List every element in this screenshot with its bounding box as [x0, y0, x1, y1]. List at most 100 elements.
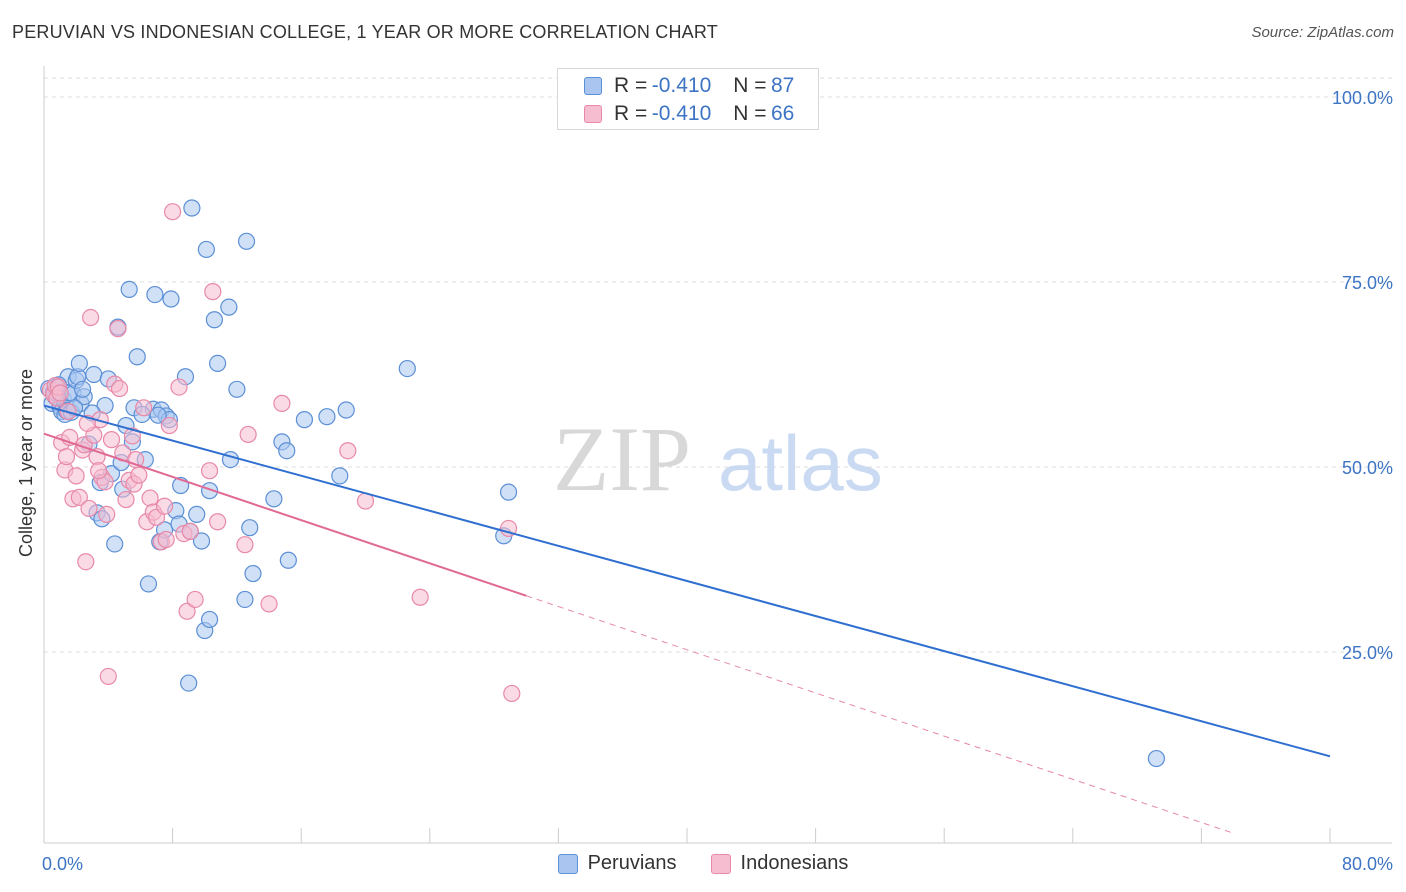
indonesian-point [90, 462, 108, 480]
peruvian-point [162, 290, 180, 308]
indonesian-point [186, 590, 204, 609]
peruvian-point [70, 354, 88, 372]
indonesian-point [160, 416, 178, 435]
legend-r-value: -0.410 [651, 74, 712, 97]
indonesian-point [209, 513, 227, 531]
indonesian-point [260, 595, 278, 613]
watermark-atlas: atlas [718, 419, 883, 507]
peruvian-trend-line [43, 404, 1331, 758]
indonesian-point [117, 490, 135, 509]
legend-n-label: N = [733, 102, 767, 125]
indonesian-point [503, 684, 521, 703]
watermark: ZIP atlas [553, 408, 883, 510]
legend-swatch-pink [584, 105, 602, 123]
peruvian-point [146, 285, 164, 304]
axis-layer: 25.0% 50.0% 75.0% 100.0% 0.0% 80.0% [42, 66, 1393, 874]
peruvian-point [197, 240, 215, 259]
indonesian-point [109, 320, 127, 338]
peruvian-point [295, 411, 314, 429]
peruvian-point [209, 354, 227, 372]
peruvian-point [228, 380, 246, 398]
peruvian-point [205, 311, 223, 329]
indonesian-point [141, 489, 159, 507]
legend-row-indonesians: R = -0.410 N = 66 [558, 100, 794, 128]
correlation-legend: R = -0.410 N = 87 R = -0.410 N = 66 [557, 68, 819, 130]
legend-item-indonesians[interactable]: Indonesians [710, 852, 849, 875]
indonesian-point [181, 522, 199, 540]
indonesian-point [99, 667, 117, 686]
indonesian-point [273, 394, 291, 412]
peruvian-point [149, 406, 167, 424]
peruvian-point [499, 483, 518, 501]
indonesian-point [102, 431, 121, 449]
indonesian-point [178, 602, 196, 620]
indonesian-point [157, 530, 175, 549]
indonesian-point [110, 379, 129, 398]
watermark-zip: ZIP [553, 408, 691, 510]
peruvian-point [278, 442, 296, 460]
indonesian-trend-line [43, 432, 527, 597]
peruvian-point [237, 232, 256, 250]
legend-label-peruvians: Peruvians [587, 852, 677, 874]
peruvian-point [337, 401, 355, 419]
peruvian-point [220, 298, 238, 316]
x-tick-label: 80.0% [1342, 854, 1393, 874]
peruvian-point [398, 359, 416, 378]
indonesian-point [239, 425, 257, 444]
indonesian-point [170, 378, 188, 396]
indonesian-point [135, 399, 153, 417]
indonesian-point [339, 442, 357, 460]
legend-r-value: -0.410 [651, 102, 712, 125]
peruvian-point [180, 674, 198, 692]
indonesian-point [80, 499, 98, 518]
legend-label-indonesians: Indonesians [740, 852, 849, 874]
grid-layer [44, 77, 1392, 653]
legend-row-peruvians: R = -0.410 N = 87 [558, 72, 794, 100]
indonesian-point [236, 536, 254, 554]
indonesian-point [51, 384, 69, 402]
peruvian-point [279, 551, 297, 569]
indonesian-point [70, 488, 88, 506]
x-tick-label: 0.0% [42, 854, 83, 874]
legend-r-label: R = [614, 102, 648, 125]
indonesian-point [123, 427, 142, 445]
y-tick-label: 75.0% [1342, 273, 1393, 293]
peruvian-point [1147, 749, 1165, 768]
legend-swatch-blue [584, 77, 602, 95]
indonesian-point [155, 497, 174, 515]
peruvian-point [183, 199, 201, 217]
peruvian-point [188, 505, 206, 523]
peruvian-point [85, 365, 103, 384]
peruvian-point [192, 532, 211, 550]
indonesian-point [411, 588, 429, 606]
indonesian-trend-extension [526, 595, 1234, 834]
indonesian-point [164, 203, 182, 221]
peruvian-point [265, 490, 283, 508]
indonesian-point [82, 308, 100, 327]
peruvian-point [120, 280, 138, 298]
legend-item-peruvians[interactable]: Peruvians [557, 852, 677, 875]
peruvian-point [318, 408, 336, 426]
peruvian-point [128, 348, 146, 366]
legend-n-value: 87 [770, 74, 795, 97]
y-tick-label: 100.0% [1332, 88, 1393, 108]
legend-n-label: N = [733, 74, 767, 97]
indonesian-point [67, 467, 85, 485]
peruvian-point [241, 519, 259, 537]
legend-swatch-pink [710, 853, 731, 874]
peruvian-point [139, 575, 158, 593]
y-tick-label: 50.0% [1342, 458, 1393, 478]
indonesian-point [57, 448, 76, 466]
peruvian-point [200, 482, 219, 500]
peruvian-point [331, 467, 349, 485]
peruvian-point [73, 380, 92, 398]
series-legend: Peruvians Indonesians [0, 852, 1406, 875]
indonesian-point [130, 466, 148, 484]
peruvian-point [200, 610, 219, 629]
indonesian-point [204, 283, 222, 301]
chart-title: PERUVIAN VS INDONESIAN COLLEGE, 1 YEAR O… [12, 22, 718, 42]
indonesian-point [77, 553, 95, 571]
indonesian-point [98, 505, 116, 523]
y-axis-label: College, 1 year or more [16, 369, 36, 557]
